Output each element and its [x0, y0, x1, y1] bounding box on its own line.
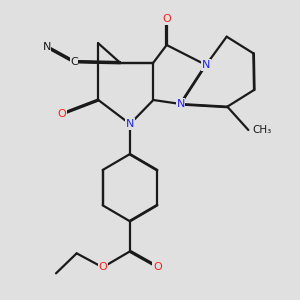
Text: C: C — [70, 57, 78, 67]
Text: N: N — [176, 99, 185, 109]
Text: O: O — [153, 262, 162, 272]
Text: N: N — [43, 42, 51, 52]
Text: O: O — [57, 109, 66, 119]
Text: O: O — [162, 14, 171, 24]
Text: N: N — [202, 60, 210, 70]
Text: O: O — [98, 262, 107, 272]
Text: CH₃: CH₃ — [252, 125, 271, 135]
Text: N: N — [126, 119, 134, 129]
